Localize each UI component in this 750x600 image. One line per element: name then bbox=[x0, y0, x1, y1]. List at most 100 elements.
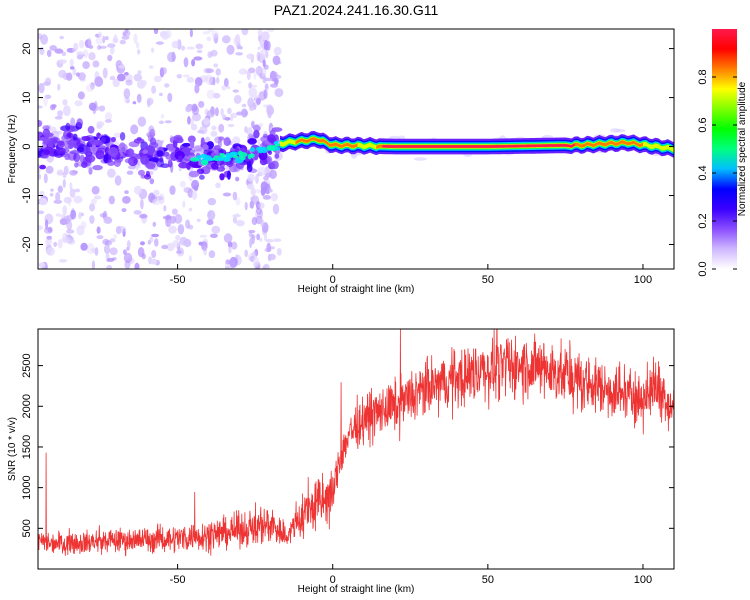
spectrogram-noise-blob bbox=[163, 205, 167, 212]
spectrogram-noise-blob bbox=[191, 105, 200, 116]
snr-y-label: SNR (10 * v/v) bbox=[7, 417, 18, 481]
spectrogram-noise-blob bbox=[113, 34, 118, 43]
spectrogram-noise-blob bbox=[273, 238, 282, 242]
spectrogram-noise-blob bbox=[43, 173, 48, 184]
spectrogram-noise-blob bbox=[112, 78, 120, 88]
spectrogram-signal-blob bbox=[156, 158, 165, 168]
spectrogram-noise-blob bbox=[276, 248, 282, 256]
spectrogram-noise-blob bbox=[136, 93, 142, 103]
spectrogram-signal-blob bbox=[178, 161, 189, 169]
colorbar-tick-label: 0.8 bbox=[697, 69, 709, 84]
spectrogram-noise-blob bbox=[43, 81, 51, 86]
spectrogram-noise-blob bbox=[57, 238, 63, 249]
spectrogram-noise-blob bbox=[117, 73, 126, 82]
y-tick-label: 1000 bbox=[21, 475, 33, 499]
spectrogram-noise-blob bbox=[211, 225, 221, 234]
spectrogram-noise-blob bbox=[56, 169, 64, 176]
spectrogram-noise-blob bbox=[176, 39, 182, 50]
spectrogram-noise-blob bbox=[199, 234, 208, 238]
spectrogram-noise-blob bbox=[103, 244, 111, 255]
spectrogram-signal-blob bbox=[108, 147, 119, 157]
spectrogram-noise-blob bbox=[244, 249, 248, 258]
spectrogram-noise-blob bbox=[154, 238, 159, 247]
spectrogram-noise-blob bbox=[153, 189, 160, 196]
spectrogram-noise-blob bbox=[80, 221, 87, 230]
spectrogram-noise-blob bbox=[191, 59, 196, 67]
spectrogram-noise-blob bbox=[54, 48, 64, 54]
spectrogram-noise-blob bbox=[38, 173, 42, 180]
spectrogram-signal-blob bbox=[83, 147, 92, 156]
y-tick-label: -20 bbox=[21, 237, 33, 253]
colorbar-tick-label: 0.4 bbox=[697, 165, 709, 180]
spectrogram-noise-blob bbox=[176, 250, 182, 254]
spectrogram-noise-blob bbox=[221, 85, 227, 91]
spectrogram-noise-blob bbox=[244, 126, 248, 134]
spectrogram-noise-blob bbox=[137, 116, 147, 127]
spectrogram-noise-blob bbox=[69, 182, 73, 191]
spectrogram-frame bbox=[37, 28, 675, 270]
spectrogram-noise-blob bbox=[260, 219, 265, 228]
spectrogram-noise-blob bbox=[96, 235, 104, 240]
spectrogram-noise-blob bbox=[80, 242, 88, 251]
spectrogram-peak-blob bbox=[229, 151, 239, 156]
spectrogram-noise-blob bbox=[247, 173, 255, 182]
spectrogram-noise-blob bbox=[133, 185, 142, 195]
spectrogram-noise-blob bbox=[44, 94, 52, 100]
spectrogram-noise-blob bbox=[227, 107, 232, 115]
spectrogram-noise-blob bbox=[216, 76, 220, 84]
spectrogram-peak-blob bbox=[275, 147, 281, 151]
spectrogram-noise-blob bbox=[232, 214, 241, 218]
spectrogram-noise-blob bbox=[55, 213, 61, 217]
spectrogram-noise-blob bbox=[233, 94, 242, 104]
spectrogram-noise-blob bbox=[104, 112, 113, 121]
spectrogram-noise-blob bbox=[132, 101, 137, 105]
spectrogram-noise-blob bbox=[107, 43, 116, 48]
spectrogram-noise-blob bbox=[259, 237, 263, 242]
spectrogram-noise-blob bbox=[113, 234, 117, 239]
spectrogram-signal-blob bbox=[144, 174, 152, 180]
spectrogram-noise-blob bbox=[247, 183, 255, 190]
spectrogram-noise-blob bbox=[213, 33, 219, 44]
spectrogram-noise-blob bbox=[133, 210, 142, 215]
figure-title: PAZ1.2024.241.16.30.G11 bbox=[274, 2, 439, 18]
spectrogram-noise-blob bbox=[164, 120, 172, 124]
spectrogram-noise-blob bbox=[146, 98, 151, 108]
spectrogram-signal-blob bbox=[76, 118, 83, 128]
spectrogram-noise-blob bbox=[89, 215, 95, 224]
spectrogram-noise-blob bbox=[136, 79, 146, 89]
snr-x-ticks: -50 0 50 100 bbox=[170, 564, 652, 586]
spectrogram-signal-blob bbox=[219, 173, 225, 181]
spectrogram-noise-blob bbox=[252, 256, 260, 268]
spectrogram-signal-blob bbox=[90, 139, 100, 145]
spectrogram-signal-blob bbox=[156, 150, 164, 157]
spectrogram-noise-blob bbox=[186, 76, 195, 83]
spectrogram-noise-blob bbox=[262, 195, 272, 200]
spectrogram-noise-blob bbox=[210, 49, 218, 57]
spectrogram-peak-blob bbox=[238, 152, 248, 158]
spectrogram-noise-blob bbox=[249, 104, 255, 111]
spectrogram-noise-blob bbox=[203, 117, 211, 125]
spectrogram-noise-blob bbox=[239, 46, 243, 50]
spectrogram-noise-blob bbox=[137, 70, 142, 75]
spectrogram-noise-blob bbox=[38, 105, 43, 109]
spectrogram-noise-blob bbox=[250, 187, 256, 196]
spectrogram-noise-blob bbox=[188, 207, 193, 212]
spectrogram-noise-blob bbox=[241, 29, 249, 36]
spectrogram-noise-blob bbox=[177, 224, 185, 235]
spectrogram-noise-blob bbox=[174, 213, 183, 224]
spectrogram-noise-blob bbox=[168, 219, 171, 225]
spectrogram-noise-blob bbox=[227, 123, 235, 128]
spectrogram-noise-blob bbox=[65, 233, 71, 238]
spectrogram-noise-blob bbox=[253, 124, 261, 132]
spectrogram-signal-blob bbox=[149, 128, 156, 138]
spectrogram-noise-blob bbox=[232, 89, 239, 93]
spectrogram-peak-blob bbox=[200, 159, 209, 166]
spectrogram-noise-blob bbox=[57, 83, 61, 91]
spectrogram-noise-blob bbox=[114, 132, 122, 138]
spectrogram-signal-blob bbox=[72, 133, 78, 141]
spectrogram-noise-blob bbox=[58, 69, 67, 79]
spectrogram-noise-blob bbox=[186, 46, 195, 50]
spectrogram-noise-blob bbox=[273, 46, 282, 56]
spectrogram-noise-blob bbox=[49, 192, 54, 197]
spectrogram-noise-blob bbox=[263, 77, 273, 82]
